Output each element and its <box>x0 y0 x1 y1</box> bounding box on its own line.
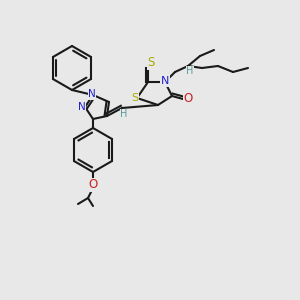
Text: N: N <box>161 76 169 86</box>
Text: S: S <box>131 93 139 103</box>
Text: O: O <box>183 92 193 106</box>
Text: N: N <box>88 89 96 99</box>
Text: H: H <box>186 66 194 76</box>
Text: N: N <box>78 102 86 112</box>
Text: H: H <box>120 109 128 119</box>
Text: O: O <box>88 178 98 191</box>
Text: S: S <box>147 56 155 70</box>
